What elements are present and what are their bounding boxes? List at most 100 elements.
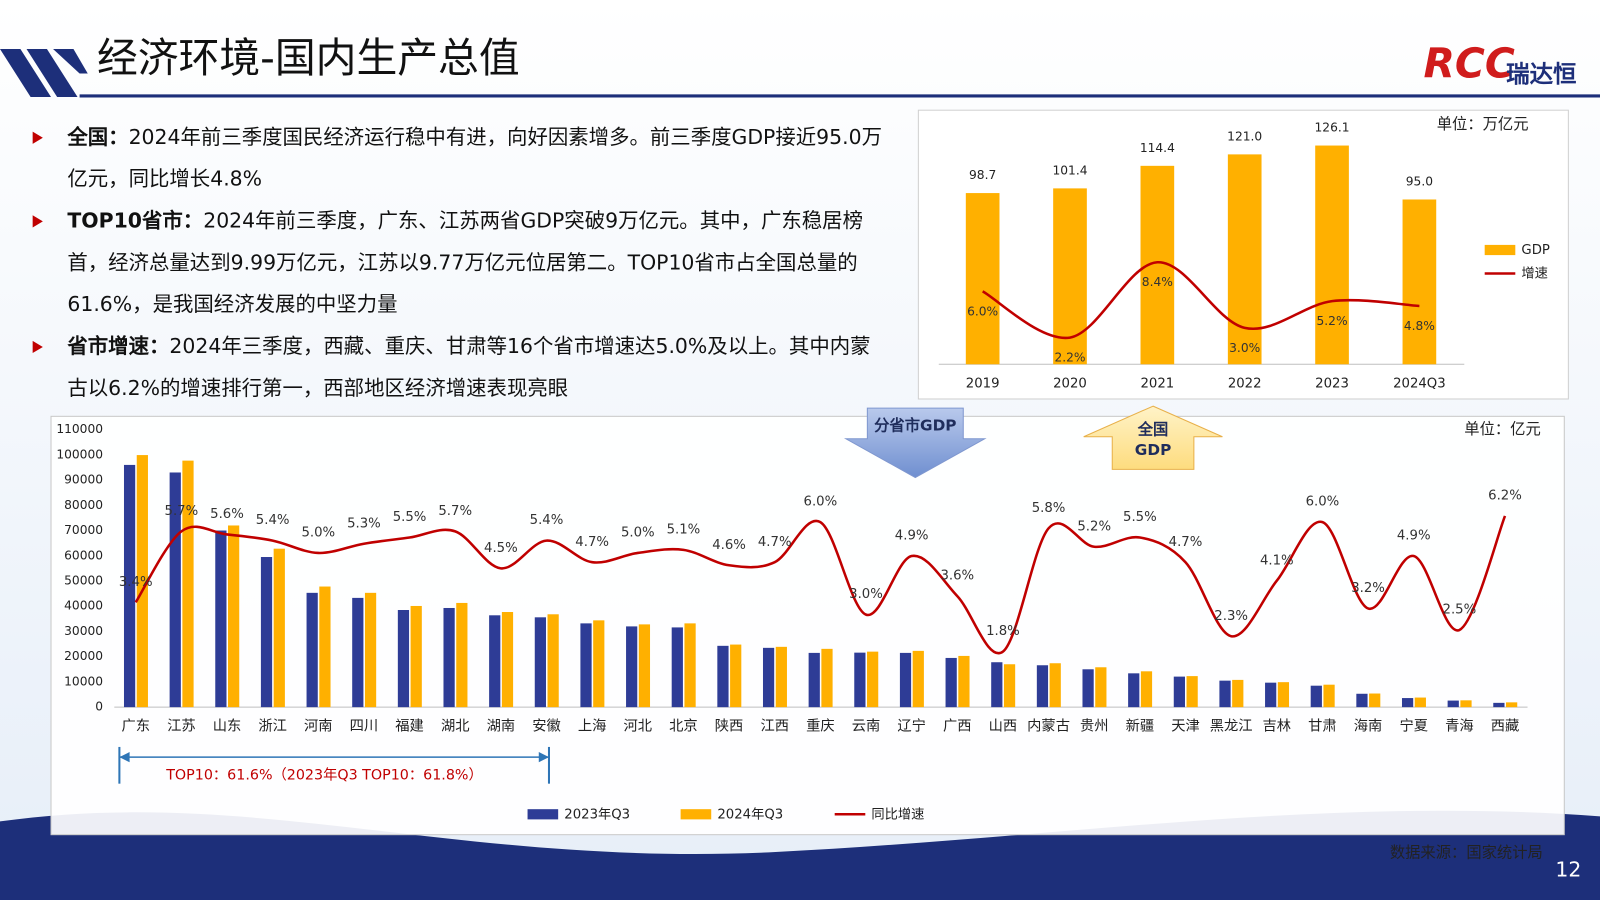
page-title: 经济环境-国内生产总值 [97,34,520,82]
x-tick-label: 黑龙江 [1210,718,1253,735]
y-tick-label: 10000 [64,674,103,688]
x-tick-label: 广西 [943,718,972,735]
line-value-label: 5.0% [621,526,655,541]
bar [717,645,729,708]
x-tick-label: 海南 [1354,718,1383,735]
y-tick-label: 80000 [64,498,103,512]
bar [534,617,546,708]
bullet: TOP10省市：2024年前三季度，广东、江苏两省GDP突破9万亿元。其中，广东… [22,200,889,326]
line-value-label: 4.5% [484,541,518,556]
bar-value-label: 114.4 [1140,141,1175,155]
bar [1049,663,1061,708]
line-value-label: 4.8% [1404,319,1435,333]
bullet-text: 2024年前三季度国民经济运行稳中有进，向好因素增多。前三季度GDP接近95.0… [67,124,883,191]
x-tick-label: 湖南 [487,718,516,735]
bar [547,614,559,708]
bar [123,464,136,708]
x-tick-label: 浙江 [258,718,287,735]
x-tick-label: 云南 [852,718,881,735]
line-value-label: 3.4% [119,575,153,590]
bullet-text: 2024年三季度，西藏、重庆、甘肃等16个省市增速达5.0%及以上。其中内蒙古以… [67,333,871,400]
y-tick-label: 40000 [64,599,103,613]
unit-label: 单位：亿元 [1464,420,1540,438]
x-tick-label: 青海 [1445,718,1474,735]
x-tick-label: 宁夏 [1399,718,1428,735]
line-value-label: 1.8% [986,624,1020,639]
line-value-label: 4.7% [1169,535,1203,550]
bar [489,615,501,708]
bar [775,646,787,708]
logo: RCC [1423,39,1514,87]
unit-label: 单位：万亿元 [1437,115,1529,133]
bar-value-label: 126.1 [1315,121,1350,135]
x-tick-label: 2024Q3 [1393,377,1446,392]
bar [352,597,364,708]
bar [762,647,775,708]
line [982,261,1420,340]
line [134,515,1507,655]
bar [912,650,924,708]
bar [319,586,331,708]
legend-label: 同比增速 [871,806,924,822]
x-tick-label: 甘肃 [1308,718,1337,735]
bar [1310,685,1322,708]
bar [684,623,696,708]
line-value-label: 2.5% [1443,603,1477,618]
bar [215,530,227,708]
bar-value-label: 121.0 [1227,130,1262,144]
line-value-label: 8.4% [1142,275,1173,289]
line-value-label: 5.5% [1123,510,1157,525]
y-tick-label: 50000 [64,573,103,587]
bar [1173,676,1185,708]
legend-label: 2024年Q3 [717,806,783,822]
x-tick-label: 新疆 [1126,718,1155,735]
up-arrow [1083,405,1223,470]
bar [169,472,181,708]
bar [273,548,285,708]
arrow-label: 分省市GDP [874,416,957,435]
x-tick-label: 江苏 [167,718,196,735]
bar [1356,693,1368,708]
line-value-label: 2.2% [1054,350,1085,364]
bar [808,652,820,708]
bar [1401,698,1414,708]
x-tick-label: 2020 [1053,377,1087,392]
bar [1082,669,1094,708]
x-tick-label: 山东 [213,718,242,735]
x-tick-label: 北京 [669,718,698,735]
line-value-label: 5.8% [1032,501,1066,516]
bullet-lead: 省市增速： [67,333,170,359]
x-tick-label: 福建 [395,718,424,735]
bar [867,651,879,708]
bullet: 全国：2024年前三季度国民经济运行稳中有进，向好因素增多。前三季度GDP接近9… [22,116,889,200]
bar [1315,145,1349,365]
x-tick-label: 2021 [1140,377,1174,392]
y-tick-label: 60000 [64,548,103,562]
x-tick-label: 陕西 [715,718,744,735]
bar [1277,682,1290,708]
y-tick-label: 0 [95,700,103,714]
arrow-label: 全国GDP [1134,420,1172,460]
line-value-label: 6.2% [1488,489,1522,504]
bar [136,455,148,708]
legend-swatch [1484,244,1516,256]
bar [1095,667,1107,708]
y-tick-label: 110000 [56,422,103,436]
bar [1414,697,1426,708]
header-stripe [0,48,52,97]
bar-value-label: 98.7 [969,168,996,182]
line-value-label: 5.6% [210,507,244,522]
x-tick-label: 内蒙古 [1027,718,1070,735]
x-tick-label: 辽宁 [897,718,926,735]
bar [991,662,1003,708]
legend-label: 增速 [1521,265,1548,281]
header-stripe [53,48,88,74]
source: 数据来源：国家统计局 [1390,844,1543,862]
line-value-label: 5.2% [1316,314,1347,328]
line-value-label: 5.7% [438,504,472,519]
bar [638,624,651,708]
bar [593,620,605,708]
bullet-lead: 全国： [67,124,129,149]
line-value-label: 4.9% [1397,529,1431,544]
